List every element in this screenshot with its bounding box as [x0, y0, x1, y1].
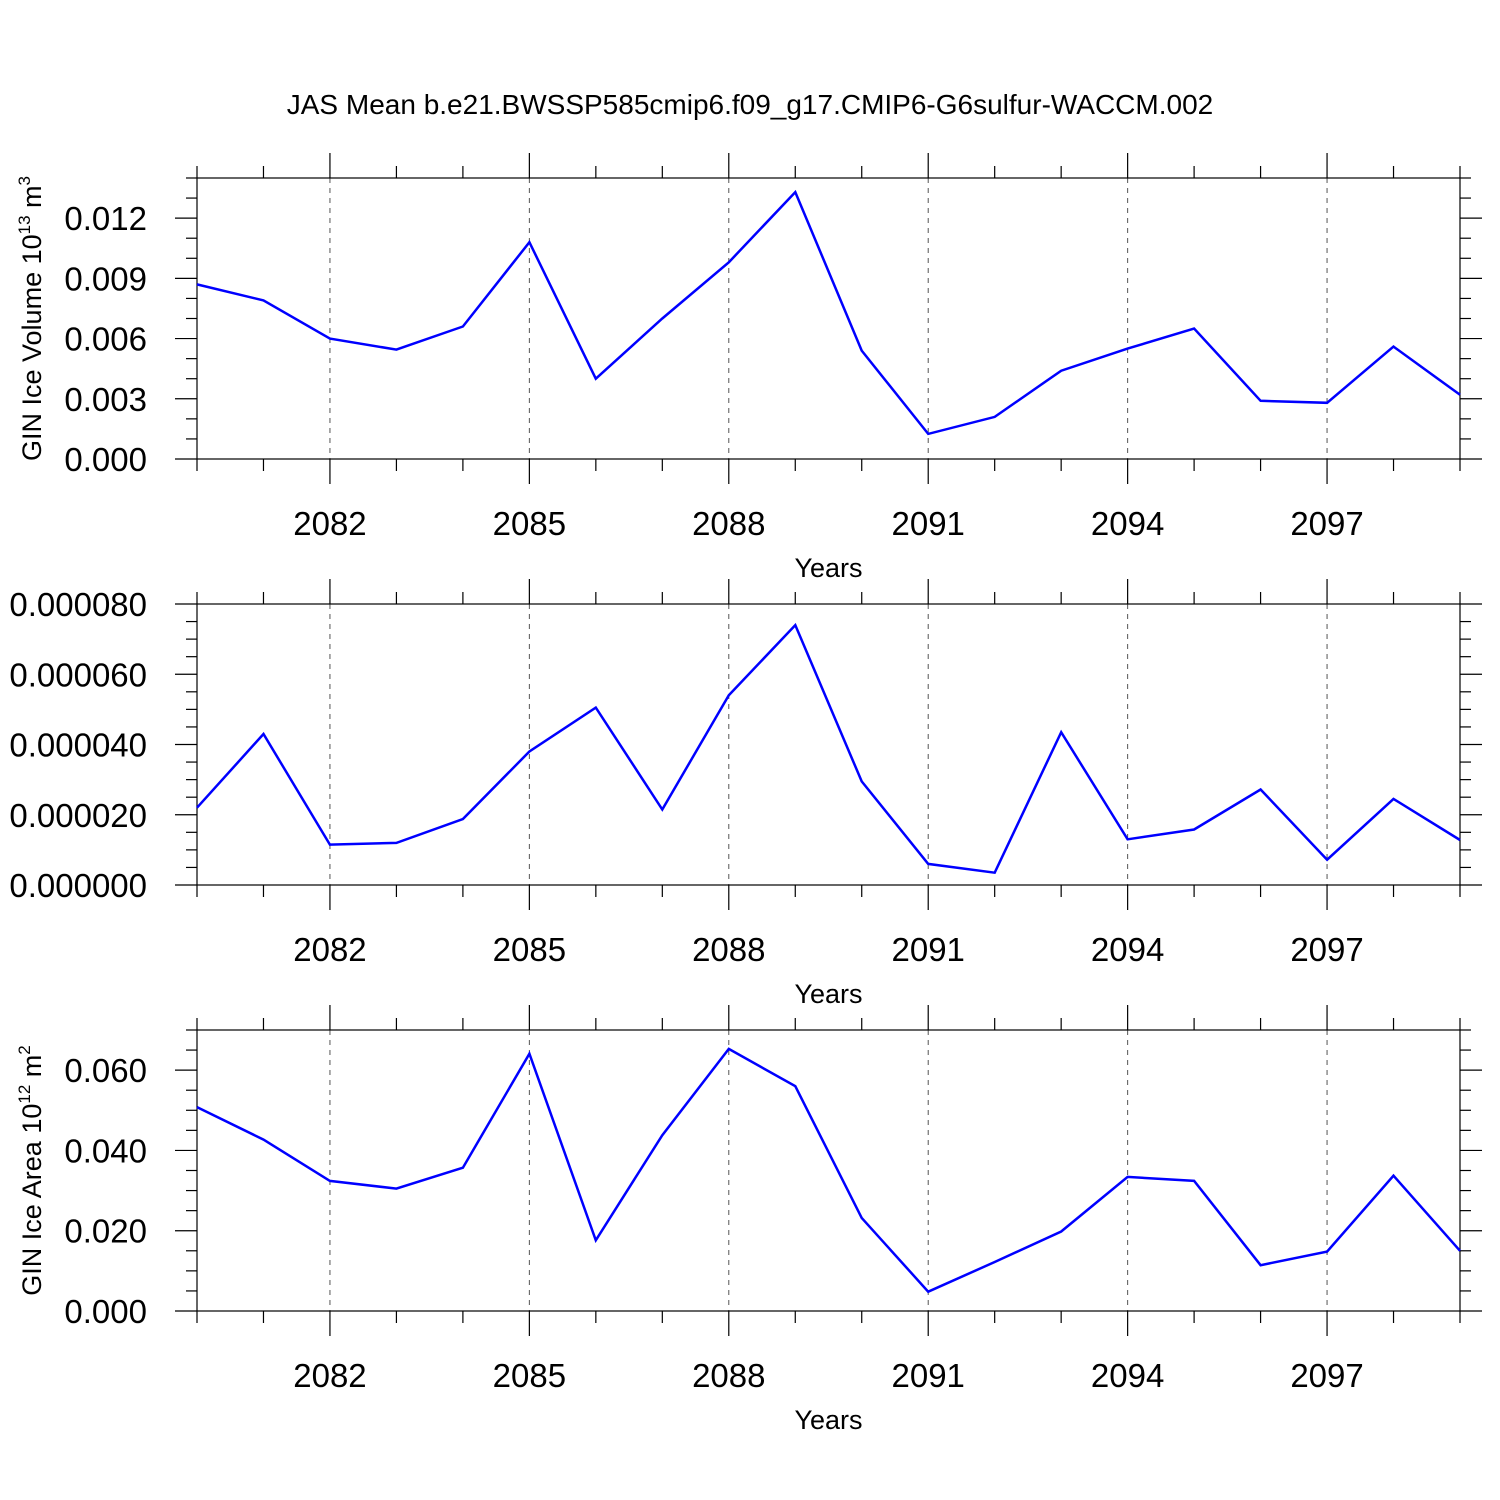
x-tick-label: 2094: [1091, 505, 1164, 542]
y-tick-label: 0.000: [64, 441, 147, 478]
x-tick-label: 2088: [692, 1357, 765, 1394]
x-tick-label: 2091: [891, 505, 964, 542]
x-tick-label: 2088: [692, 505, 765, 542]
y-tick-label: 0.020: [64, 1213, 147, 1250]
y-tick-label: 0.000040: [9, 727, 147, 764]
x-tick-label: 2082: [293, 505, 366, 542]
y-tick-label: 0.003: [64, 381, 147, 418]
series-line: [196, 189, 1461, 436]
x-axis-label: Years: [794, 1405, 862, 1435]
panel-2: 2082 2085 2088 2091 2094 2097 Years 0.000000 0.0…: [9, 579, 1482, 1009]
x-tick-label: 2091: [891, 1357, 964, 1394]
y-tick-label: 0.060: [64, 1052, 147, 1089]
y-tick-label: 0.006: [64, 321, 147, 358]
y-tick-label: 0.000: [64, 1293, 147, 1330]
y-tick-label: 0.009: [64, 260, 147, 297]
x-tick-label: 2091: [891, 931, 964, 968]
x-tick-label: 2085: [493, 1357, 566, 1394]
series-line: [196, 1047, 1461, 1294]
x-tick-label: 2085: [493, 931, 566, 968]
y-tick-label: 0.000020: [9, 797, 147, 834]
panel-3: 2082 2085 2088 2091 2094 2097 Years 0.000 0.020 0…: [15, 1005, 1482, 1435]
x-tick-label: 2082: [293, 1357, 366, 1394]
plot-frame: [196, 177, 1461, 460]
chart-title: JAS Mean b.e21.BWSSP585cmip6.f09_g17.CMI…: [287, 89, 1213, 120]
x-axis-label: Years: [794, 553, 862, 583]
panel-1: 2082 2085 2088 2091 2094 2097 Years 0.000 0.003 0…: [15, 153, 1482, 583]
y-tick-label: 0.000060: [9, 656, 147, 693]
plot-frame: [196, 1029, 1461, 1312]
x-axis-label: Years: [794, 979, 862, 1009]
y-tick-label: 0.040: [64, 1132, 147, 1169]
x-tick-label: 2097: [1290, 505, 1363, 542]
y-tick-label: 0.012: [64, 200, 147, 237]
x-tick-label: 2094: [1091, 931, 1164, 968]
y-axis-label: GIN Ice Area 1012 m2: [15, 1045, 47, 1296]
y-tick-label: 0.000080: [9, 586, 147, 623]
y-axis-label: GIN Ice Volume 1013 m3: [15, 176, 47, 461]
x-tick-label: 2088: [692, 931, 765, 968]
y-tick-label: 0.000000: [9, 867, 147, 904]
x-tick-label: 2094: [1091, 1357, 1164, 1394]
x-tick-label: 2097: [1290, 931, 1363, 968]
x-tick-label: 2097: [1290, 1357, 1363, 1394]
x-tick-label: 2085: [493, 505, 566, 542]
series-line: [196, 622, 1461, 875]
panels: 2082 2085 2088 2091 2094 2097 Years 0.000 0.003 0…: [9, 153, 1482, 1435]
x-tick-label: 2082: [293, 931, 366, 968]
